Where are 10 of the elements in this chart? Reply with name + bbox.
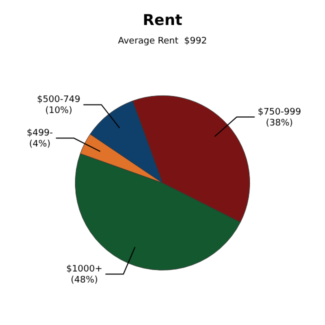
data-label: (38%) [266, 118, 293, 128]
slice-label: $499- [26, 128, 53, 138]
slice-label: $1000+ [66, 264, 102, 274]
data-label: (48%) [70, 275, 98, 286]
chart-subtitle: Average Rent $992 [118, 36, 208, 47]
data-label: (10%) [45, 106, 72, 116]
slice-label: $750-999 [258, 107, 302, 118]
slice-label: $500-749 [37, 95, 81, 106]
data-label: (4%) [29, 139, 50, 150]
chart-title: Rent [142, 10, 182, 29]
